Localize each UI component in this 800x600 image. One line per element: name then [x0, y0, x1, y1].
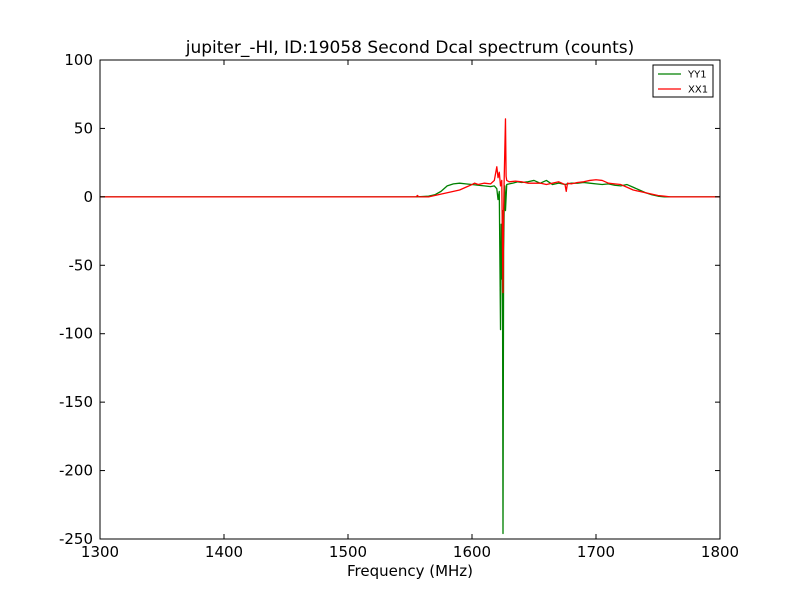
y-tick-label: -200: [59, 462, 93, 480]
series-line-xx1: [100, 118, 720, 294]
legend-label-yy1: YY1: [687, 70, 707, 81]
x-axis-label: Frequency (MHz): [347, 562, 473, 580]
series-line-yy1: [100, 179, 720, 535]
ticks-layer: 1300 1400 1500 1600 1700 1800 -250 -200 -150 -100…: [59, 51, 739, 561]
y-tick-label: 100: [64, 51, 93, 69]
x-tick-label: 1800: [701, 543, 739, 561]
plot-frame: [99, 59, 721, 540]
x-tick-label: 1600: [453, 543, 491, 561]
series-layer: [100, 118, 720, 535]
x-tick-label: 1300: [81, 543, 119, 561]
x-tick-label: 1500: [329, 543, 367, 561]
plot-area: [100, 60, 720, 539]
legend-label-xx1: XX1: [688, 85, 708, 96]
y-tick-label: -150: [59, 393, 93, 411]
x-tick-label: 1400: [205, 543, 243, 561]
y-tick-label: 0: [83, 188, 93, 206]
y-tick-label: -250: [59, 530, 93, 548]
chart-title: jupiter_-HI, ID:19058 Second Dcal spectr…: [185, 38, 635, 58]
legend-box: [652, 64, 714, 98]
y-tick-label: 50: [74, 119, 93, 137]
y-tick-label: -100: [59, 325, 93, 343]
x-tick-label: 1700: [577, 543, 615, 561]
y-tick-label: -50: [69, 256, 94, 274]
